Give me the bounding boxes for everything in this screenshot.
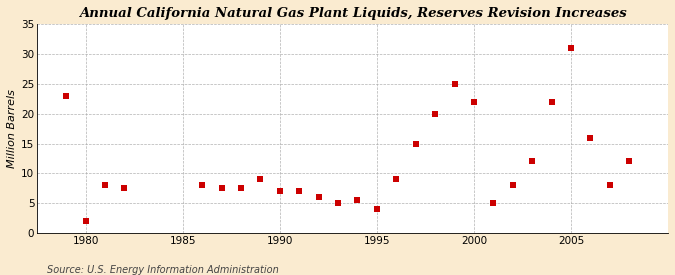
- Point: [391, 177, 402, 182]
- Point: [410, 141, 421, 146]
- Point: [449, 81, 460, 86]
- Point: [430, 111, 441, 116]
- Point: [508, 183, 518, 188]
- Point: [255, 177, 266, 182]
- Point: [468, 100, 479, 104]
- Point: [624, 159, 634, 164]
- Text: Source: U.S. Energy Information Administration: Source: U.S. Energy Information Administ…: [47, 265, 279, 275]
- Point: [352, 198, 363, 203]
- Point: [216, 186, 227, 191]
- Point: [585, 135, 596, 140]
- Point: [546, 100, 557, 104]
- Title: Annual California Natural Gas Plant Liquids, Reserves Revision Increases: Annual California Natural Gas Plant Liqu…: [79, 7, 626, 20]
- Point: [196, 183, 207, 188]
- Point: [526, 159, 537, 164]
- Y-axis label: Million Barrels: Million Barrels: [7, 89, 17, 168]
- Point: [80, 219, 91, 224]
- Point: [294, 189, 304, 194]
- Point: [100, 183, 111, 188]
- Point: [566, 46, 576, 50]
- Point: [236, 186, 246, 191]
- Point: [61, 94, 72, 98]
- Point: [488, 201, 499, 206]
- Point: [604, 183, 615, 188]
- Point: [333, 201, 344, 206]
- Point: [119, 186, 130, 191]
- Point: [275, 189, 286, 194]
- Point: [371, 207, 382, 211]
- Point: [313, 195, 324, 200]
